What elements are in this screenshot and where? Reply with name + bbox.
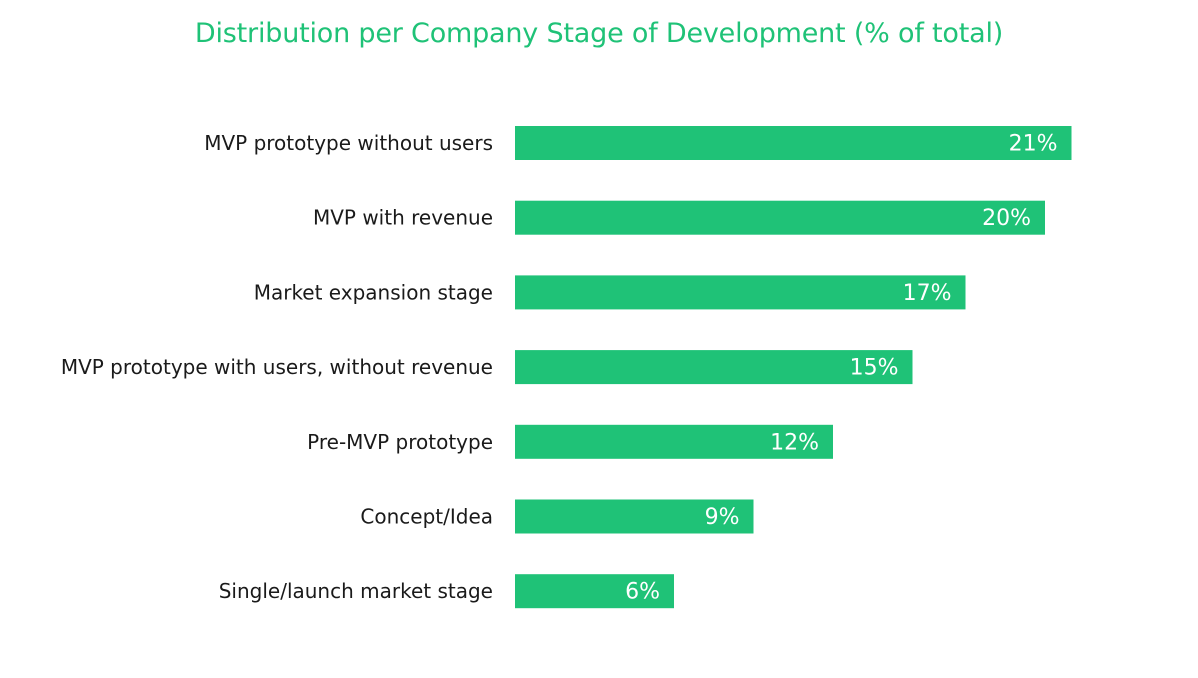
- value-label-7: 6%: [625, 580, 660, 605]
- value-label-4: 15%: [850, 356, 899, 381]
- bar-4: [515, 350, 913, 385]
- bar-5: [515, 424, 833, 459]
- category-label-4: MVP prototype with users, without revenu…: [61, 355, 493, 379]
- category-label-2: MVP with revenue: [313, 206, 493, 230]
- bar-1: [515, 126, 1072, 160]
- bar-6: [515, 499, 754, 534]
- category-label-1: MVP prototype without users: [204, 131, 493, 155]
- category-label-7: Single/launch market stage: [219, 579, 493, 603]
- category-label-6: Concept/Idea: [360, 505, 493, 529]
- value-label-5: 12%: [770, 430, 819, 455]
- bar-7: [515, 574, 674, 609]
- category-label-5: Pre-MVP prototype: [307, 430, 493, 454]
- value-label-1: 21%: [1009, 132, 1058, 157]
- value-label-6: 9%: [705, 505, 740, 530]
- bar-2: [515, 200, 1045, 235]
- value-label-2: 20%: [982, 206, 1031, 231]
- chart-title: Distribution per Company Stage of Develo…: [194, 18, 1004, 49]
- value-label-3: 17%: [903, 281, 952, 306]
- category-label-3: Market expansion stage: [254, 280, 493, 304]
- bar-3: [515, 275, 966, 310]
